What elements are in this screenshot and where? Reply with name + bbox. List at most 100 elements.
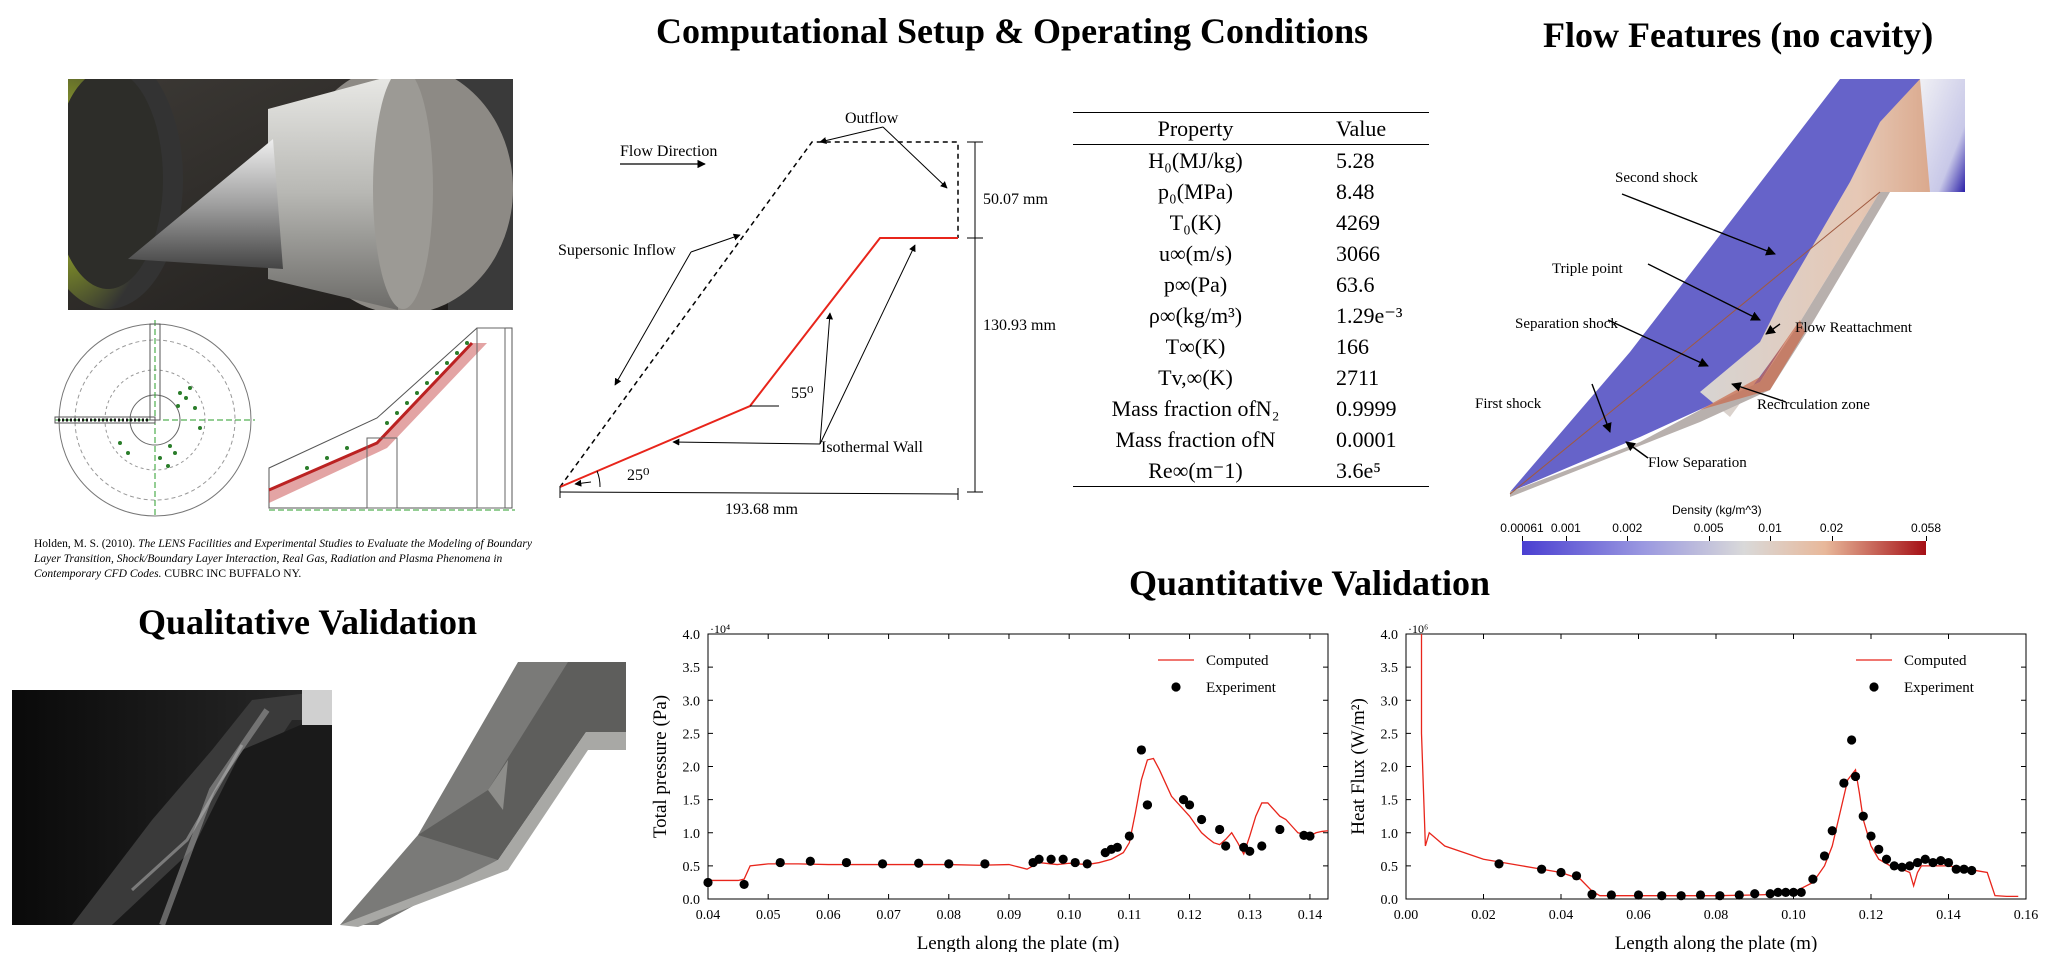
citation-title: The LENS Facilities and Experimental Stu… (34, 538, 532, 580)
legend-computed-label: Computed (1206, 653, 1269, 669)
experiment-data-point (1124, 831, 1134, 841)
table-cell-property: T₀(K) (1169, 210, 1222, 235)
table-row: p∞(Pa) 63.6 (1073, 269, 1429, 300)
experiment-data-point (1215, 824, 1225, 835)
instrumentation-face-drawing (50, 318, 260, 518)
x-tick-label: 0.10 (1057, 908, 1082, 923)
experiment-data-point (703, 877, 713, 888)
experiment-data-point (1537, 864, 1547, 874)
table-cell-property: Re∞(m⁻1) (1148, 458, 1243, 483)
computed-series-line (1420, 634, 2019, 898)
experiment-data-point (841, 857, 852, 868)
supersonic-inflow-label: Supersonic Inflow (558, 242, 676, 259)
y-tick-label: 1.5 (1381, 794, 1399, 809)
experiment-data-point (1556, 867, 1566, 878)
experiment-data-point (1928, 857, 1938, 868)
experiment-data-point (1943, 857, 1954, 868)
flow-features-contour: Second shock Triple point Separation sho… (1460, 72, 2040, 542)
y-tick-label: 2.0 (683, 761, 701, 776)
experiment-data-point (1788, 887, 1799, 897)
y-axis-label: Total pressure (Pa) (650, 695, 671, 838)
x-tick-label: 0.08 (937, 908, 962, 923)
y-multiplier: ·10⁴ (710, 622, 730, 636)
y-tick-label: 0.5 (683, 860, 701, 875)
setup-title: Computational Setup & Operating Conditio… (656, 11, 1369, 51)
experiment-data-point (1178, 795, 1189, 805)
x-tick-label: 0.05 (756, 908, 781, 923)
experiment-data-point (1695, 890, 1706, 900)
colorbar-tick-label: 0.058 (1910, 521, 1942, 535)
x-axis-label: Length along the plate (m) (917, 933, 1120, 952)
label-flow-reattachment: Flow Reattachment (1795, 320, 1913, 336)
experiment-data-point (1781, 887, 1791, 897)
experiment-data-point (1058, 854, 1068, 864)
table-cell-property: H₀(MJ/kg) (1148, 148, 1243, 173)
legend-experiment-label: Experiment (1904, 680, 1975, 696)
table-cell-property: Tv,∞(K) (1158, 365, 1233, 390)
operating-conditions-table: Property Value H₀(MJ/kg) 5.28 p₀(MPa) 8.48 T… (1073, 112, 1429, 487)
label-first-shock: First shock (1475, 396, 1542, 412)
table-cell-value: 3.6e⁵ (1336, 458, 1381, 483)
table-cell-value: 0.0001 (1336, 427, 1397, 452)
y-tick-label: 0.5 (1381, 860, 1399, 875)
y-tick-label: 1.0 (683, 827, 701, 842)
experiment-data-point (1257, 841, 1267, 851)
experiment-data-point (1874, 844, 1884, 854)
table-cell-value: 8.48 (1336, 179, 1375, 204)
label-second-shock: Second shock (1615, 170, 1698, 186)
y-tick-label: 2.5 (683, 727, 701, 742)
experiment-data-point (1808, 874, 1818, 884)
experiment-data-point (1046, 854, 1056, 864)
experiment-data-point (1142, 800, 1153, 810)
x-tick-label: 0.09 (997, 908, 1022, 923)
table-row: Mass fraction ofN₂ 0.9999 (1073, 393, 1429, 424)
x-axis-label: Length along the plate (m) (1615, 933, 1818, 952)
experiment-data-point (1936, 855, 1946, 866)
table-cell-property: ρ∞(kg/m³) (1148, 303, 1243, 328)
table-cell-value: 63.6 (1336, 272, 1375, 297)
experiment-data-point (1196, 814, 1207, 825)
experiment-data-point (1889, 861, 1899, 871)
legend-experiment-swatch (1869, 682, 1879, 692)
x-tick-label: 0.04 (696, 908, 721, 923)
table-row: ρ∞(kg/m³) 1.29e⁻³ (1073, 300, 1429, 331)
label-recirculation-zone: Recirculation zone (1757, 397, 1870, 413)
experiment-data-point (1850, 771, 1861, 782)
experiment-data-point (1905, 861, 1915, 871)
x-tick-label: 0.10 (1781, 908, 1806, 923)
legend-computed-label: Computed (1904, 653, 1967, 669)
experiment-data-point (1221, 841, 1231, 851)
table-cell-value: 5.28 (1336, 148, 1375, 173)
experiment-data-point (1657, 891, 1667, 901)
table-row: p₀(MPa) 8.48 (1073, 176, 1429, 207)
instrumentation-side-drawing (267, 318, 517, 518)
table-row: T∞(K) 166 (1073, 331, 1429, 362)
experiment-data-point (1920, 854, 1930, 864)
colorbar-tick-label: 0.005 (1693, 521, 1724, 535)
experiment-data-point (1494, 859, 1504, 869)
colorbar-tick (1926, 536, 1927, 541)
cone-model-photo (68, 79, 513, 310)
experiment-data-point (944, 859, 954, 869)
table-cell-property: u∞(m/s) (1158, 241, 1233, 266)
experiment-data-point (914, 858, 924, 868)
x-tick-label: 0.16 (2014, 908, 2039, 923)
experiment-data-point (1571, 871, 1582, 881)
experiment-data-point (1881, 854, 1892, 864)
table-cell-property: Mass fraction ofN (1115, 427, 1276, 452)
label-flow-separation: Flow Separation (1648, 455, 1747, 471)
experiment-data-point (877, 859, 888, 869)
table-row: H₀(MJ/kg) 5.28 (1073, 145, 1429, 177)
experiment-data-point (1765, 889, 1775, 899)
table-header-property: Property (1157, 116, 1234, 141)
y-tick-label: 4.0 (683, 628, 701, 643)
x-tick-label: 0.04 (1549, 908, 1574, 923)
label-triple-point: Triple point (1552, 261, 1624, 277)
table-cell-property: T∞(K) (1165, 334, 1226, 359)
x-tick-label: 0.11 (1117, 908, 1141, 923)
pressure-chart: 0.0 0.5 1.0 1.5 2.0 2.5 3.0 3.5 4.0 0.04 0.05 0.06 0… (638, 622, 1338, 954)
experiment-data-point (1587, 889, 1597, 899)
experiment-data-point (1734, 890, 1744, 900)
experiment-data-point (1858, 811, 1868, 821)
table-header-value: Value (1336, 116, 1387, 141)
